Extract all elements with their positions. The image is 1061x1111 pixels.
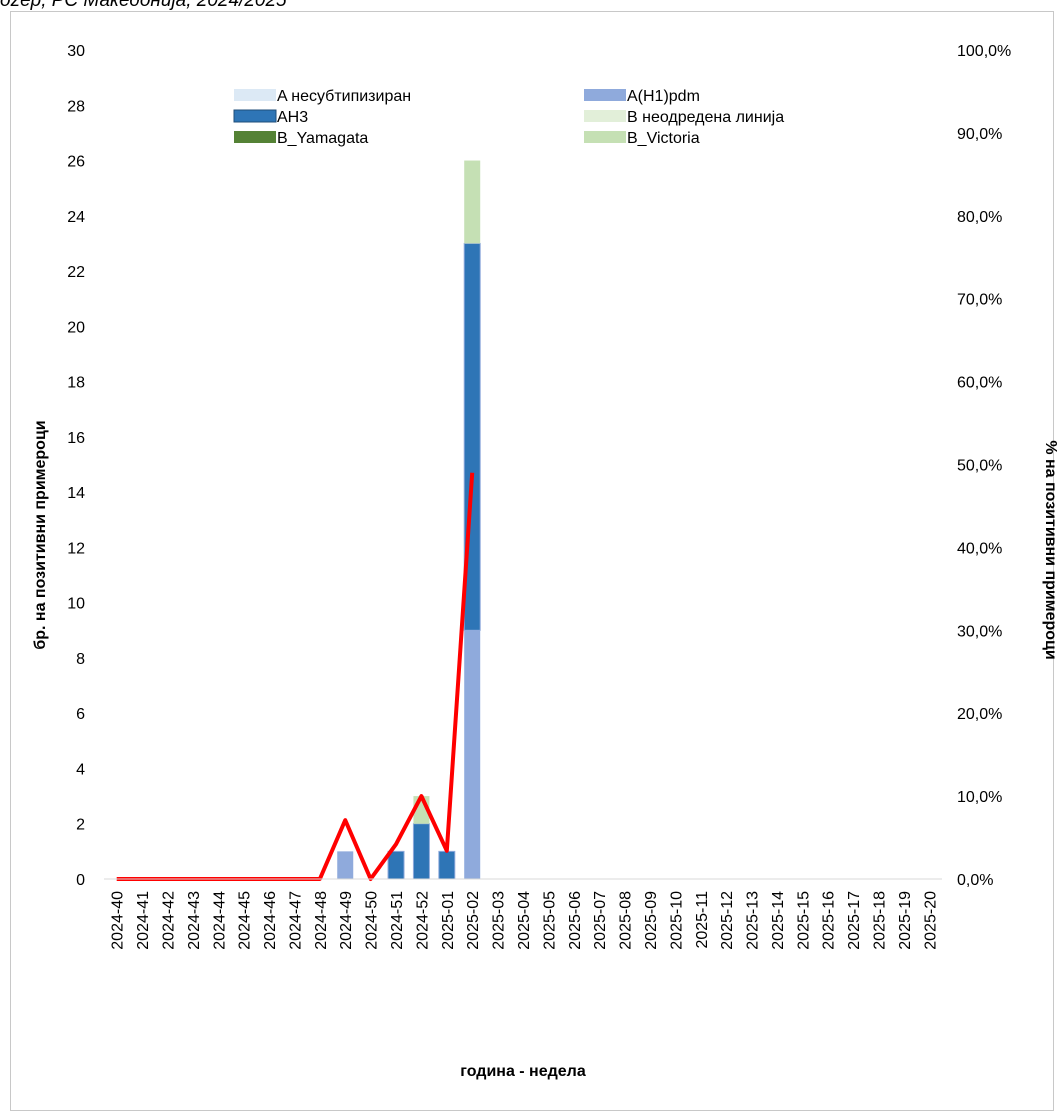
legend-label: B_Victoria bbox=[627, 130, 700, 147]
legend: A несубтипизиран A(H1)pdm AH3 B неодредена … bbox=[233, 88, 784, 147]
legend-item: A несубтипизиран bbox=[234, 88, 411, 105]
legend-label: A(H1)pdm bbox=[627, 88, 700, 105]
x-axis-title: година - недела bbox=[460, 1063, 586, 1080]
x-tick-label: 2025-17 bbox=[846, 891, 863, 950]
y-tick-label: 16 bbox=[67, 430, 85, 447]
x-tick-label: 2025-02 bbox=[465, 891, 482, 950]
y-tick-label: 8 bbox=[76, 651, 85, 668]
legend-swatch bbox=[233, 109, 277, 123]
legend-item: AH3 bbox=[233, 109, 308, 126]
bar-segment bbox=[438, 850, 456, 880]
legend-item: A(H1)pdm bbox=[584, 88, 700, 105]
y-tick-label: 14 bbox=[67, 485, 85, 502]
legend-swatch bbox=[584, 89, 626, 101]
y2-tick-label: 50,0% bbox=[957, 458, 1002, 475]
y-tick-label: 0 bbox=[76, 872, 85, 889]
y2-tick-label: 70,0% bbox=[957, 292, 1002, 309]
y-tick-label: 10 bbox=[67, 596, 85, 613]
x-tick-label: 2025-14 bbox=[770, 891, 787, 950]
y2-tick-label: 0,0% bbox=[957, 872, 993, 889]
x-tick-label: 2025-13 bbox=[745, 891, 762, 950]
y2-tick-label: 100,0% bbox=[957, 43, 1011, 60]
bar-segment bbox=[387, 850, 405, 880]
x-tick-label: 2024-51 bbox=[389, 891, 406, 950]
legend-swatch bbox=[584, 131, 626, 143]
x-tick-label: 2025-04 bbox=[516, 891, 533, 950]
x-tick-label: 2024-46 bbox=[262, 891, 279, 950]
y2-tick-label: 30,0% bbox=[957, 623, 1002, 640]
x-tick-label: 2025-15 bbox=[795, 891, 812, 950]
x-tick-label: 2024-47 bbox=[287, 891, 304, 950]
x-tick-label: 2024-43 bbox=[186, 891, 203, 950]
y-axis-title: бр. на позитивни примероци bbox=[32, 420, 49, 649]
x-tick-label: 2025-08 bbox=[618, 891, 635, 950]
y2-tick-label: 80,0% bbox=[957, 209, 1002, 226]
y-tick-label: 2 bbox=[76, 817, 85, 834]
legend-swatch bbox=[234, 131, 276, 143]
x-tick-label: 2025-05 bbox=[541, 891, 558, 950]
y-tick-label: 18 bbox=[67, 375, 85, 392]
legend-swatch bbox=[584, 110, 626, 122]
x-tick-label: 2024-42 bbox=[160, 891, 177, 950]
x-tick-label: 2024-49 bbox=[338, 891, 355, 950]
x-tick-label: 2024-52 bbox=[414, 891, 431, 950]
y-tick-label: 12 bbox=[67, 540, 85, 557]
y2-tick-label: 20,0% bbox=[957, 706, 1002, 723]
legend-item: B_Yamagata bbox=[234, 130, 368, 147]
y2-axis-title: % на позитивни примероци bbox=[1042, 440, 1059, 659]
x-tick-label: 2025-06 bbox=[567, 891, 584, 950]
x-tick-label: 2025-10 bbox=[668, 891, 685, 950]
x-tick-label: 2024-41 bbox=[135, 891, 152, 950]
x-tick-label: 2025-11 bbox=[694, 891, 711, 949]
legend-label: B неодредена линија bbox=[627, 109, 784, 126]
bar-segment bbox=[337, 851, 354, 879]
y-tick-label: 26 bbox=[67, 154, 85, 171]
x-tick-label: 2025-19 bbox=[897, 891, 914, 950]
x-tick-label: 2024-50 bbox=[364, 891, 381, 950]
y2-tick-label: 60,0% bbox=[957, 375, 1002, 392]
bar-segment bbox=[464, 160, 481, 244]
legend-swatch bbox=[234, 89, 276, 101]
x-tick-label: 2025-01 bbox=[440, 891, 457, 950]
x-tick-label: 2025-07 bbox=[592, 891, 609, 950]
y2-tick-label: 90,0% bbox=[957, 126, 1002, 143]
x-tick-label: 2024-40 bbox=[110, 891, 127, 950]
y-tick-label: 30 bbox=[67, 43, 85, 60]
bar-segment bbox=[464, 630, 481, 879]
legend-label: AH3 bbox=[277, 109, 308, 126]
x-tick-label: 2025-18 bbox=[872, 891, 889, 950]
y2-tick-label: 40,0% bbox=[957, 540, 1002, 557]
legend-label: A несубтипизиран bbox=[277, 88, 411, 105]
axes-group: 0246810121416182022242628300,0%10,0%20,0… bbox=[67, 43, 1011, 950]
x-tick-label: 2024-44 bbox=[211, 891, 228, 950]
x-tick-label: 2025-09 bbox=[643, 891, 660, 950]
bar-segment bbox=[412, 823, 430, 880]
x-tick-label: 2025-20 bbox=[922, 891, 939, 950]
y-tick-label: 20 bbox=[67, 319, 85, 336]
x-tick-label: 2025-16 bbox=[821, 891, 838, 950]
x-tick-label: 2024-48 bbox=[313, 891, 330, 950]
y-tick-label: 22 bbox=[67, 264, 85, 281]
y2-tick-label: 10,0% bbox=[957, 789, 1002, 806]
chart-title: ozep, РС Македонија, 2024/2025 bbox=[0, 0, 287, 11]
legend-item: B_Victoria bbox=[584, 130, 700, 147]
x-tick-label: 2025-12 bbox=[719, 891, 736, 950]
legend-label: B_Yamagata bbox=[277, 130, 368, 147]
bar-group bbox=[337, 160, 481, 880]
y-tick-label: 28 bbox=[67, 98, 85, 115]
y-tick-label: 6 bbox=[76, 706, 85, 723]
y-tick-label: 4 bbox=[76, 761, 85, 778]
y-tick-label: 24 bbox=[67, 209, 85, 226]
legend-item: B неодредена линија bbox=[584, 109, 784, 126]
x-tick-label: 2024-45 bbox=[237, 891, 254, 950]
x-tick-label: 2025-03 bbox=[491, 891, 508, 950]
